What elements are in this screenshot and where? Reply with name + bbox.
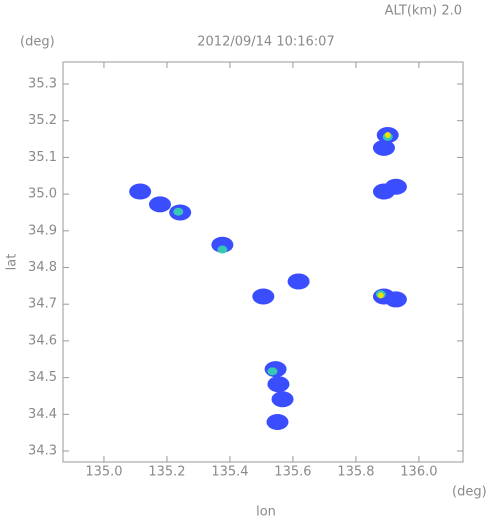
y-tick-label: 34.9 [28, 223, 57, 238]
y-tick-label: 34.5 [28, 370, 57, 385]
y-tick-label: 34.6 [28, 333, 57, 348]
echo-cell [384, 178, 407, 195]
echo-cell [372, 139, 395, 156]
echo-cell [377, 292, 384, 299]
y-tick-label: 35.3 [28, 77, 57, 92]
echo-cell [271, 391, 294, 408]
plot-frame [62, 61, 464, 463]
echo-cell [217, 245, 228, 254]
echo-cell [384, 291, 407, 308]
y-unit: (deg) [20, 35, 55, 50]
altitude-label: ALT(km) 2.0 [385, 4, 462, 19]
echo-cell [384, 132, 391, 139]
y-tick-label: 34.7 [28, 297, 57, 312]
x-tick-label: 135.6 [274, 465, 311, 480]
echo-cell [252, 288, 275, 305]
echo-cell [267, 376, 290, 393]
y-tick-label: 35.1 [28, 150, 57, 165]
x-tick-label: 135.4 [211, 465, 248, 480]
echo-cell [287, 273, 310, 290]
chart-title: 2012/09/14 10:16:07 [197, 35, 334, 50]
echo-cell [267, 367, 278, 376]
echo-cell [129, 183, 152, 200]
y-tick-label: 34.4 [28, 407, 57, 422]
x-tick-label: 135.8 [337, 465, 374, 480]
y-tick-label: 35.0 [28, 187, 57, 202]
x-tick-label: 135.0 [85, 465, 122, 480]
x-axis-label: lon [256, 505, 276, 520]
x-unit: (deg) [452, 485, 487, 500]
y-tick-label: 34.8 [28, 260, 57, 275]
echo-cell [173, 207, 184, 216]
echo-cell [211, 236, 234, 253]
x-tick-label: 135.2 [148, 465, 185, 480]
echo-cell [266, 414, 289, 430]
x-tick-label: 136.0 [400, 465, 437, 480]
y-tick-label: 34.3 [28, 443, 57, 458]
y-axis-label: lat [5, 254, 20, 271]
echo-cell [149, 196, 172, 213]
y-tick-label: 35.2 [28, 113, 57, 128]
